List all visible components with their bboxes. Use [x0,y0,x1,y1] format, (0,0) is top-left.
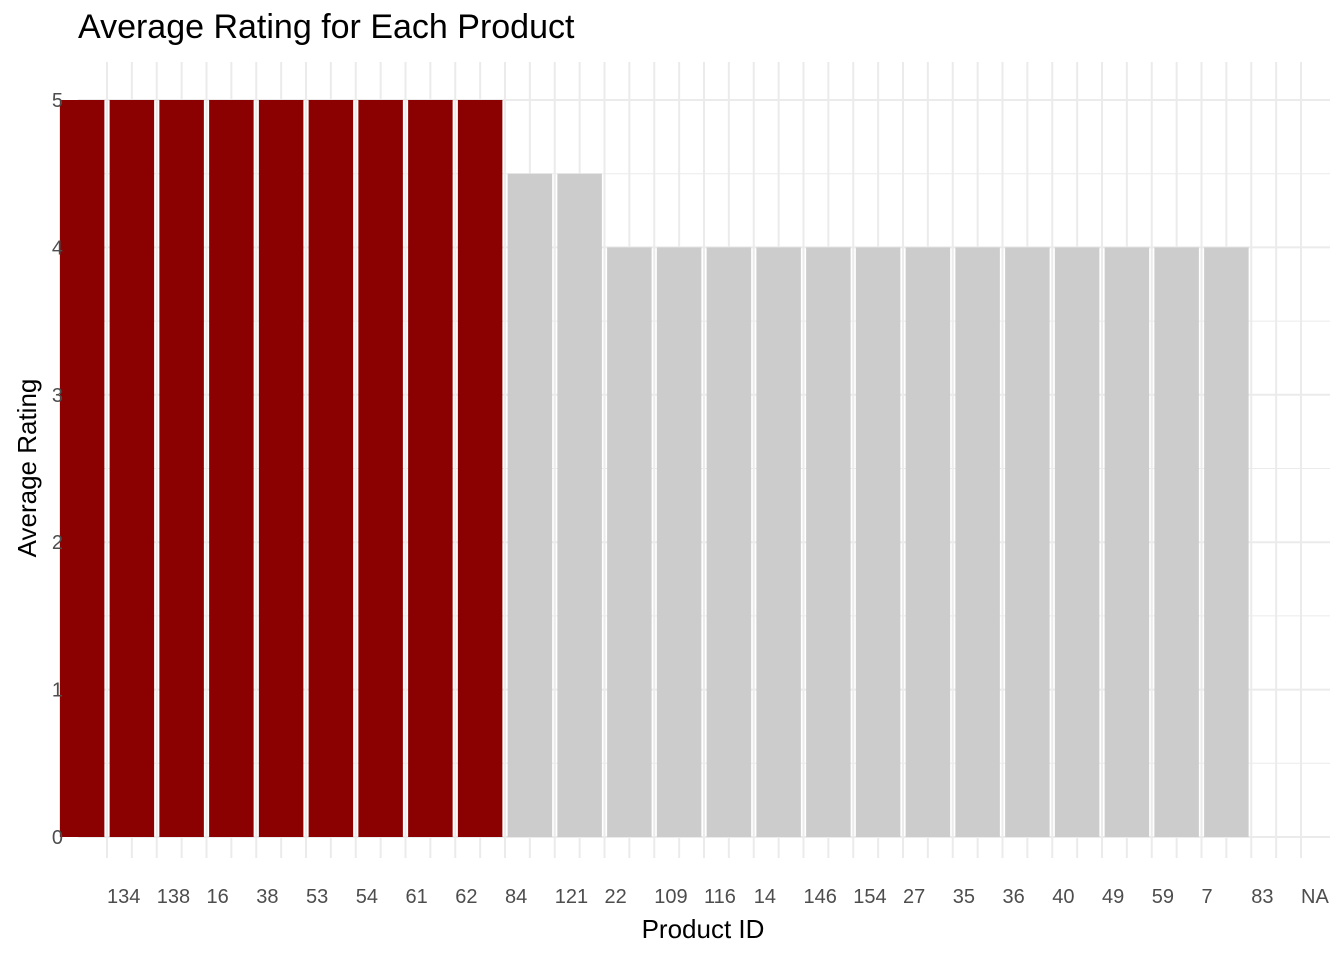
bar [408,100,453,837]
x-tick-label: 16 [207,886,229,908]
y-tick-label: 4 [52,237,63,259]
x-tick-label: 49 [1102,886,1124,908]
bar [1005,247,1050,837]
x-tick-label: 53 [306,886,328,908]
bar [209,100,254,837]
x-tick-label: 121 [555,886,588,908]
bar [756,247,801,837]
x-tick-label: 138 [157,886,190,908]
x-tick-label: NA [1301,886,1329,908]
bar [258,100,304,837]
x-tick-label: 84 [505,886,527,908]
x-axis-ticks: 134 138 16 38 53 54 61 62 84 121 22 109 116 14 146 154 2… [107,886,1329,908]
y-tick-label: 0 [52,827,63,849]
x-tick-label: 134 [107,886,140,908]
x-tick-label: 22 [605,886,627,908]
x-tick-label: 7 [1202,886,1213,908]
y-tick-label: 3 [52,385,63,407]
x-tick-label: 62 [455,886,477,908]
bar [855,247,901,837]
bar [557,173,602,837]
bar [656,247,702,837]
bar [706,247,752,837]
y-tick-label: 5 [52,90,63,112]
bar [457,100,503,837]
bar [955,247,1000,837]
bar [1054,247,1100,837]
bar [159,100,204,837]
bar [806,247,851,837]
bar [308,100,354,837]
x-tick-label: 61 [406,886,428,908]
x-tick-label: 154 [853,886,886,908]
bar [59,100,105,837]
bar [109,100,155,837]
x-tick-label: 83 [1251,886,1273,908]
bar [1154,247,1199,837]
y-tick-label: 1 [52,680,63,702]
x-tick-label: 38 [256,886,278,908]
x-tick-label: 146 [804,886,837,908]
bar [1104,247,1150,837]
x-tick-label: 36 [1003,886,1025,908]
bar [607,247,652,837]
chart-title: Average Rating for Each Product [78,8,575,46]
x-tick-label: 35 [953,886,975,908]
x-tick-label: 54 [356,886,378,908]
x-tick-label: 59 [1152,886,1174,908]
x-tick-label: 40 [1052,886,1074,908]
x-tick-label: 116 [704,886,736,908]
y-axis-ticks: 0 1 2 3 4 5 [52,90,63,849]
y-axis-title: Average Rating [12,379,42,558]
x-tick-label: 109 [654,886,687,908]
x-tick-label: 14 [754,886,776,908]
bar [507,173,553,837]
bar [358,100,403,837]
y-tick-label: 2 [52,532,63,554]
x-tick-label: 27 [903,886,925,908]
bars [59,100,1249,837]
bar [1204,247,1249,837]
bar [905,247,951,837]
x-axis-title: Product ID [642,914,765,944]
